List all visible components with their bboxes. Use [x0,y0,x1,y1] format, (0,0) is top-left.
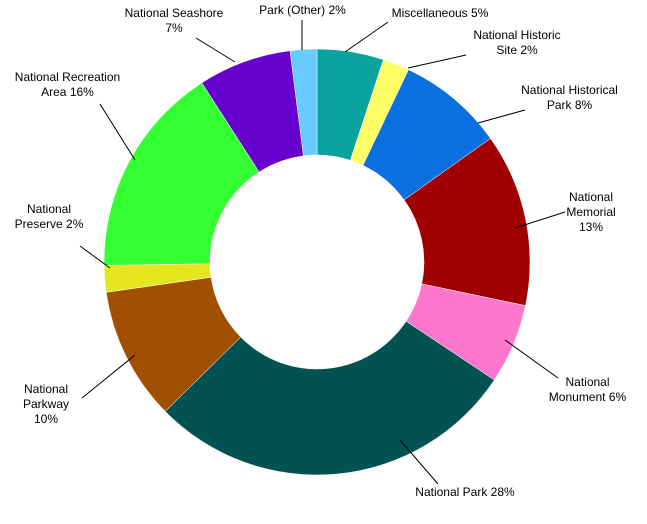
donut-slice [289,48,318,157]
data-label: Park (Other) 2% [250,3,355,18]
value-label: 2% [520,43,538,57]
category-name: National Memorial [566,190,616,219]
value-label: 5% [471,6,489,20]
leader-line [195,37,236,63]
leader-line [514,211,566,229]
data-label: National Park 28% [400,485,530,500]
leader-line [399,439,439,485]
value-label: 7% [165,21,183,35]
donut-slice [164,320,495,476]
leader-line [79,245,111,269]
category-name: National Preserve [14,202,72,231]
value-label: 8% [574,98,593,112]
category-name: National Recreation Area [14,70,121,99]
leader-line [407,54,467,69]
value-label: 13% [578,220,604,234]
value-label: 28% [490,485,515,499]
category-name: National Parkway [22,382,69,411]
value-label: 2% [66,217,84,231]
leader-line [99,103,136,161]
value-label: 6% [608,390,627,404]
value-label: 16% [69,85,94,99]
category-name: National Park [415,485,488,499]
data-label: National Recreation Area 16% [5,70,130,100]
category-name: National Historical Park [521,83,618,112]
data-label: Miscellaneous 5% [380,6,500,21]
category-name: National Monument [548,375,610,404]
data-label: National Monument 6% [540,375,635,405]
data-label: National Preserve 2% [5,202,93,232]
category-name: Park (Other) [259,3,326,17]
data-label: National Memorial 13% [560,190,622,235]
leader-line [344,21,389,53]
value-label: 10% [33,412,59,426]
category-name: National Historic Site [473,28,561,57]
category-name: National Seashore [124,6,224,20]
leader-line [477,109,526,124]
category-name: Miscellaneous [391,6,468,20]
data-label: National Seashore 7% [118,6,230,36]
data-label: National Historic Site 2% [462,28,572,58]
data-label: National Parkway 10% [15,382,77,427]
leader-line [81,354,136,399]
data-label: National Historical Park 8% [512,83,627,113]
leader-line [504,339,559,379]
donut-slice [103,82,260,266]
value-label: 2% [328,3,346,17]
